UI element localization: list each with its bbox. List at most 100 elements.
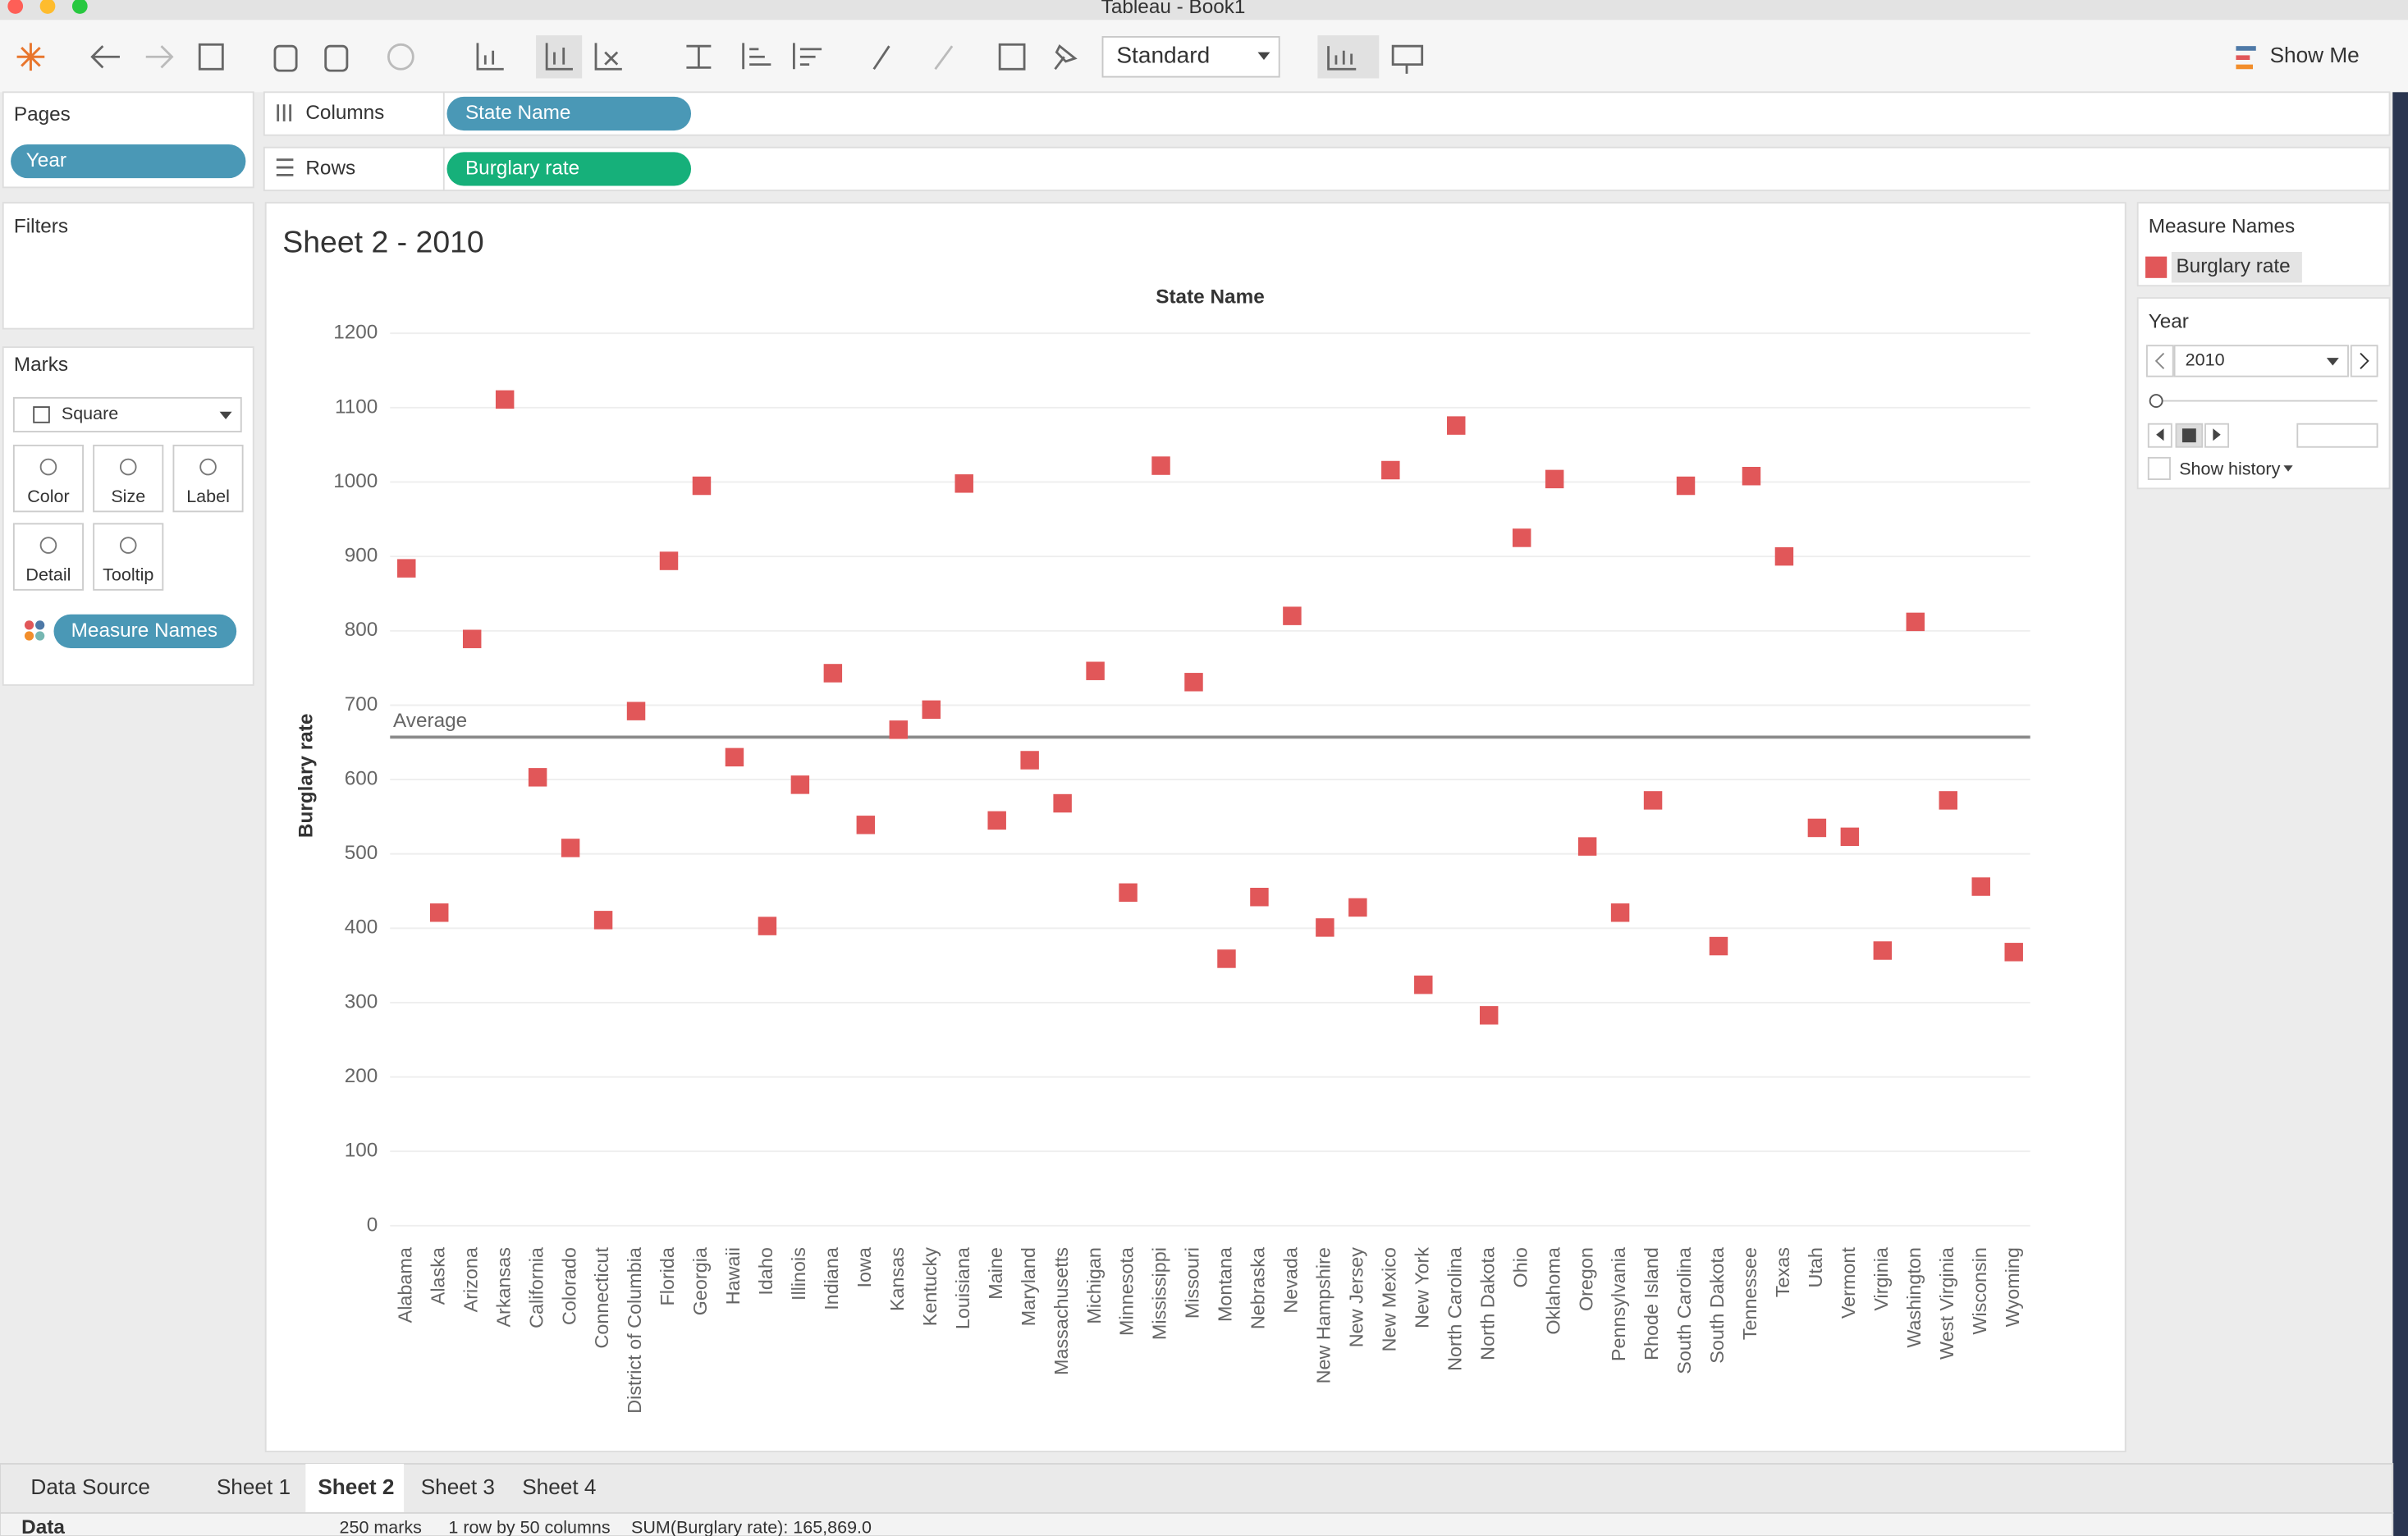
square-mark xyxy=(1840,827,1860,847)
duplicate-icon[interactable] xyxy=(545,43,573,71)
toolbar-icons xyxy=(90,35,1424,79)
x-tick-label: Maine xyxy=(985,1247,1006,1300)
mark-type-dropdown[interactable] xyxy=(12,396,242,432)
square-mark xyxy=(1676,476,1696,496)
page-dropdown[interactable] xyxy=(2173,345,2349,377)
x-tick-label: New York xyxy=(1411,1247,1432,1328)
y-tick-label: 300 xyxy=(345,990,378,1013)
marks-title: Marks xyxy=(14,354,68,376)
pin-icon[interactable] xyxy=(1054,43,1078,71)
duplicate-icon-bg[interactable] xyxy=(536,35,583,79)
legend-swatch xyxy=(2145,256,2168,278)
sheet-title: Sheet 2 - 2010 xyxy=(282,225,483,259)
forward-icon[interactable] xyxy=(145,45,174,69)
datasource2-icon[interactable] xyxy=(324,44,349,72)
x-tick-label: Montana xyxy=(1215,1247,1236,1322)
datasource-icon[interactable] xyxy=(273,44,298,72)
fit-dropdown[interactable] xyxy=(1101,35,1280,78)
stop-icon xyxy=(2181,428,2196,443)
square-mark xyxy=(528,768,547,787)
speed-buttons[interactable] xyxy=(2296,423,2378,448)
sheet-tab[interactable]: Sheet 3 xyxy=(421,1474,495,1499)
average-label: Average xyxy=(393,710,467,732)
square-mark xyxy=(955,474,973,493)
mark-button[interactable] xyxy=(93,523,164,591)
show-me-icon xyxy=(2236,46,2256,51)
burglary-rate-pill-label: Burglary rate xyxy=(465,157,579,179)
page-dropdown-value: 2010 xyxy=(2186,350,2225,370)
new-sheet-icon[interactable] xyxy=(476,43,504,71)
status-shape: 1 row by 50 columns xyxy=(448,1517,610,1536)
sheet-tab[interactable]: Sheet 2 xyxy=(318,1474,394,1499)
mark-button[interactable] xyxy=(12,444,84,513)
filters-card xyxy=(2,202,254,330)
show-me-icon xyxy=(2236,64,2254,70)
swap-icon[interactable] xyxy=(686,44,712,69)
plot: 0 100 200 300 400 500 600 700 800 900 1000 1100 1200… xyxy=(333,322,2030,1414)
group-icon[interactable] xyxy=(934,45,954,71)
sort-desc-icon[interactable] xyxy=(792,43,822,70)
square-mark xyxy=(1381,460,1400,480)
square-mark xyxy=(1447,416,1466,435)
dropdown-arrow xyxy=(2283,465,2293,472)
square-mark xyxy=(1414,975,1433,994)
sort-asc-icon[interactable] xyxy=(742,43,771,70)
sheet-tab[interactable]: Sheet 1 xyxy=(217,1474,291,1499)
square-mark xyxy=(561,839,580,857)
x-tick-label: Wyoming xyxy=(2002,1247,2023,1327)
mark-button[interactable] xyxy=(93,444,164,513)
state-name-pill[interactable] xyxy=(446,96,692,131)
square-mark xyxy=(725,747,744,767)
x-tick-label: Missouri xyxy=(1182,1247,1203,1319)
back-icon[interactable] xyxy=(90,45,120,69)
mark-button[interactable] xyxy=(172,444,244,513)
x-tick-label: Nebraska xyxy=(1247,1247,1269,1329)
x-tick-label: California xyxy=(525,1247,547,1328)
mark-buttons: Color Size Label Detail Tooltip xyxy=(12,444,244,591)
square-mark xyxy=(758,917,777,935)
x-tick-label: Vermont xyxy=(1838,1247,1859,1319)
year-pill[interactable] xyxy=(11,144,246,179)
year-pill-label: Year xyxy=(26,149,66,171)
refresh-icon[interactable] xyxy=(387,43,414,71)
x-tick-label: Oklahoma xyxy=(1542,1247,1563,1335)
legend-item-bg[interactable] xyxy=(2171,252,2302,283)
active-tab xyxy=(305,1464,405,1513)
minimize-button[interactable] xyxy=(39,0,56,14)
tabs: Data Source Sheet 1 Sheet 2 Sheet 3 Sheet 4 xyxy=(30,1464,596,1513)
show-history-checkbox[interactable] xyxy=(2147,456,2171,480)
mark-button-icon xyxy=(39,537,57,554)
x-tick-label: Indiana xyxy=(821,1247,842,1310)
clear-icon[interactable] xyxy=(594,43,622,71)
square-mark xyxy=(1151,456,1170,475)
sheet-tab[interactable]: Data Source xyxy=(30,1474,150,1499)
save-icon[interactable] xyxy=(198,43,224,71)
zoom-button[interactable] xyxy=(71,0,88,14)
square-mark xyxy=(1348,898,1367,917)
mark-button[interactable] xyxy=(12,523,84,591)
x-tick-label: Alaska xyxy=(427,1247,448,1305)
x-tick-label: Arkansas xyxy=(492,1247,514,1327)
burglary-rate-pill[interactable] xyxy=(446,152,692,186)
columns-icon xyxy=(277,104,292,121)
page-slider-thumb[interactable] xyxy=(2149,394,2163,409)
mark-button-label: Label xyxy=(186,487,230,506)
label-icon[interactable] xyxy=(998,43,1026,71)
highlight-icon[interactable] xyxy=(872,45,890,71)
dropdown-arrow xyxy=(1257,52,1270,61)
presentation-icon[interactable] xyxy=(1391,44,1424,74)
close-button[interactable] xyxy=(7,0,24,14)
y-tick-label: 600 xyxy=(345,767,378,789)
x-tick-label: Michigan xyxy=(1083,1247,1105,1324)
mark-button-icon xyxy=(199,458,217,476)
prev-page-button[interactable] xyxy=(2145,345,2174,377)
x-tick-label: Wisconsin xyxy=(1969,1247,1990,1335)
show-me-button[interactable]: Show Me xyxy=(2270,43,2360,67)
view-cards-bg[interactable] xyxy=(1317,35,1380,79)
sheet-tab[interactable]: Sheet 4 xyxy=(522,1474,596,1499)
x-tick-label: Ohio xyxy=(1509,1247,1531,1287)
view-cards-icon[interactable] xyxy=(1327,46,1357,71)
measure-names-pill[interactable] xyxy=(53,614,237,648)
next-page-button[interactable] xyxy=(2350,345,2378,377)
